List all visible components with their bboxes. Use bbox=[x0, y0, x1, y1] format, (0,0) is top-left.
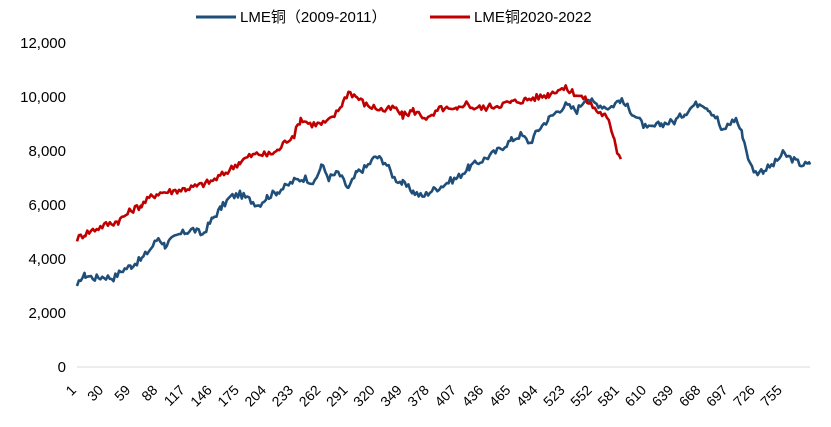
x-tick-label: 233 bbox=[268, 382, 296, 410]
x-tick-label: 581 bbox=[594, 382, 622, 410]
x-tick-label: 436 bbox=[459, 382, 487, 410]
x-tick-label: 552 bbox=[567, 382, 595, 410]
x-axis: 1 30 59 88 117 146 175 204 233 262 291 320 349 378 407… bbox=[62, 366, 810, 410]
x-tick-label: 1 bbox=[62, 382, 79, 399]
x-tick-label: 494 bbox=[513, 382, 541, 410]
x-tick-label: 639 bbox=[649, 382, 677, 410]
x-tick-label: 465 bbox=[486, 382, 514, 410]
y-tick-label: 0 bbox=[58, 359, 66, 376]
x-tick-label: 175 bbox=[214, 382, 242, 410]
x-tick-label: 726 bbox=[730, 382, 758, 410]
x-tick-label: 755 bbox=[757, 382, 785, 410]
x-tick-label: 59 bbox=[111, 382, 133, 404]
y-axis: 0 2,000 4,000 6,000 8,000 10,000 12,000 bbox=[20, 35, 66, 376]
x-tick-label: 407 bbox=[431, 382, 459, 410]
legend: LME铜（2009-2011） LME铜2020-2022 bbox=[196, 9, 592, 26]
legend-label: LME铜（2009-2011） bbox=[240, 9, 386, 26]
y-tick-label: 12,000 bbox=[20, 35, 66, 52]
y-tick-label: 4,000 bbox=[28, 251, 66, 268]
x-tick-label: 320 bbox=[350, 382, 378, 410]
series-layer bbox=[75, 84, 812, 287]
x-tick-label: 204 bbox=[241, 382, 269, 410]
x-tick-label: 378 bbox=[404, 382, 432, 410]
x-tick-label: 88 bbox=[138, 382, 160, 404]
y-tick-label: 2,000 bbox=[28, 305, 66, 322]
x-tick-label: 523 bbox=[540, 382, 568, 410]
y-tick-label: 10,000 bbox=[20, 89, 66, 106]
series-line bbox=[75, 97, 812, 287]
x-tick-label: 291 bbox=[323, 382, 351, 410]
y-tick-label: 6,000 bbox=[28, 197, 66, 214]
x-tick-label: 668 bbox=[676, 382, 704, 410]
x-tick-label: 117 bbox=[161, 382, 188, 409]
x-tick-label: 146 bbox=[187, 382, 215, 410]
series-line bbox=[75, 84, 623, 242]
x-tick-label: 697 bbox=[703, 382, 731, 410]
x-tick-label: 349 bbox=[377, 382, 405, 410]
legend-label: LME铜2020-2022 bbox=[474, 9, 592, 26]
x-tick-label: 262 bbox=[296, 382, 324, 410]
y-tick-label: 8,000 bbox=[28, 143, 66, 160]
x-tick-label: 30 bbox=[84, 382, 106, 404]
x-tick-label: 610 bbox=[621, 382, 649, 410]
